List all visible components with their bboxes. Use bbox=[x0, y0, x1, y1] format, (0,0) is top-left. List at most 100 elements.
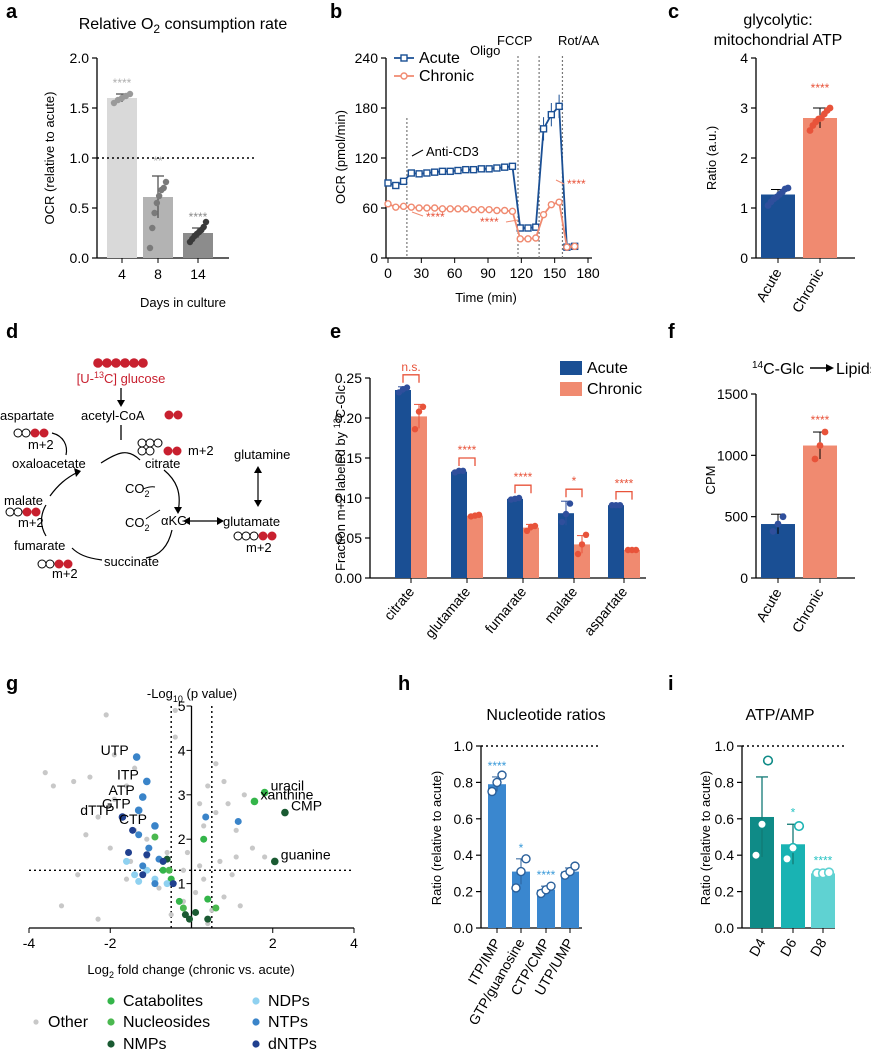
panel-g-point-other bbox=[87, 774, 93, 780]
panel-g-ytick-label: 1 bbox=[178, 876, 186, 892]
panel-g-point-Nucleosides bbox=[179, 904, 187, 912]
panel-f-point bbox=[821, 428, 829, 436]
panel-g-ylabel: -Log10 (p value) bbox=[147, 686, 237, 704]
panel-g-point-other bbox=[42, 770, 48, 776]
panel-b-ytick-label: 180 bbox=[355, 100, 379, 116]
panel-e-point bbox=[415, 408, 423, 415]
panel-g-xtick-label: -2 bbox=[104, 935, 117, 951]
panel-i-ylabel: Ratio (relative to acute) bbox=[698, 771, 713, 905]
panel-g-legend-NTPs: NTPs bbox=[268, 1014, 308, 1031]
panel-e-significance: **** bbox=[458, 443, 477, 457]
panel-h-significance: **** bbox=[537, 868, 556, 882]
panel-g-point-other bbox=[172, 734, 178, 740]
panel-e-bracket bbox=[615, 490, 633, 500]
panel-b-ylabel: OCR (pmol/min) bbox=[333, 110, 348, 204]
panel-b-point-Acute bbox=[555, 102, 563, 111]
panel-g-label-ATP: ATP bbox=[109, 782, 135, 798]
panel-g-point-NMPs bbox=[192, 908, 200, 916]
panel-b-point-Chronic bbox=[384, 200, 392, 208]
panel-b-ytick-label: 60 bbox=[362, 200, 378, 216]
panel-h-point bbox=[492, 777, 502, 788]
panel-h-point bbox=[516, 866, 526, 877]
panel-b-point-Chronic bbox=[563, 243, 571, 251]
panel-g-point-other bbox=[233, 827, 239, 833]
acetyl-coa-label: acetyl-CoA bbox=[81, 408, 145, 423]
panel-g-point-guanine bbox=[270, 857, 279, 866]
panel-a-point bbox=[146, 244, 154, 252]
panel-g-ytick-label: 3 bbox=[178, 787, 186, 803]
panel-e-significance: * bbox=[572, 474, 577, 488]
panel-a-ytick-label: 0.5 bbox=[70, 200, 90, 216]
panel-e-point bbox=[459, 467, 467, 474]
panel-e-legend-label: Chronic bbox=[587, 381, 642, 398]
panel-b-point-Chronic bbox=[532, 234, 540, 242]
panel-h-ytick-label: 0.6 bbox=[454, 811, 474, 827]
panel-g-label-UTP: UTP bbox=[101, 742, 129, 758]
panel-a-significance: **** bbox=[189, 210, 208, 224]
panel-f-chart: 14C-Glc Lipids CPM 0 500 1000 1500 Acute ****… bbox=[703, 360, 871, 635]
glutamate-m2: m+2 bbox=[246, 540, 272, 555]
panel-e-point bbox=[403, 384, 411, 391]
panel-c-point bbox=[826, 104, 834, 112]
panel-e-significance: **** bbox=[615, 477, 634, 491]
panel-g-point-Catabolites bbox=[200, 835, 208, 843]
panel-e-xtick-label: malate bbox=[541, 583, 580, 626]
panel-c-title-line1: glycolytic: bbox=[743, 12, 812, 29]
panel-g-point-other bbox=[213, 809, 219, 816]
panel-i-ytick-label: 0.4 bbox=[715, 847, 735, 863]
panel-h-point bbox=[511, 883, 521, 893]
panel-b-ytick-label: 0 bbox=[370, 250, 378, 266]
panel-a-significance: **** bbox=[113, 76, 132, 90]
panel-g-point-CTP bbox=[151, 822, 159, 830]
panel-g-point-other bbox=[75, 872, 81, 878]
panel-b-point-Acute bbox=[477, 165, 486, 173]
panel-g-point-other bbox=[123, 783, 130, 789]
panel-b-point-Chronic bbox=[438, 205, 447, 213]
panel-e-bracket bbox=[458, 457, 476, 466]
panel-e-point bbox=[562, 510, 570, 518]
panel-b-xtick-label: 180 bbox=[576, 265, 600, 281]
panel-a-significance: ** bbox=[153, 154, 163, 168]
panel-g-point-other bbox=[221, 778, 227, 785]
panel-c-title-line2: mitochondrial ATP bbox=[714, 32, 843, 49]
panel-b-point-Chronic bbox=[423, 204, 431, 212]
panel-c-ytick-label: 1 bbox=[740, 200, 748, 216]
fumarate-m2: m+2 bbox=[52, 566, 78, 581]
panel-e-point bbox=[411, 426, 419, 433]
panel-g-legend-NMPs: NMPs bbox=[123, 1036, 167, 1050]
panel-b-point-Acute bbox=[485, 165, 493, 173]
panel-f-significance: **** bbox=[811, 413, 830, 427]
panel-b-point-Acute bbox=[415, 170, 423, 178]
panel-b-arrow-anticd3 bbox=[411, 149, 424, 157]
panel-b-xlabel: Time (min) bbox=[455, 290, 517, 305]
panel-g-point-NMPs bbox=[181, 911, 189, 919]
panel-a-point bbox=[200, 223, 207, 231]
panel-g-legend-marker bbox=[33, 1019, 39, 1025]
panel-b-legend-marker bbox=[400, 72, 408, 80]
panel-b-xtick-label: 60 bbox=[447, 265, 463, 281]
panel-i-ytick-label: 0.2 bbox=[715, 884, 735, 900]
panel-e-bar-Chronic-citrate bbox=[411, 416, 427, 578]
panel-g-point-NDPs bbox=[131, 871, 139, 879]
panel-g-point-NMPs bbox=[185, 915, 193, 923]
panel-letter-i: i bbox=[668, 673, 674, 695]
panel-i-ytick-label: 0.0 bbox=[715, 920, 735, 936]
panel-g-point-NTPs bbox=[139, 862, 147, 870]
panel-b-point-Acute bbox=[500, 163, 509, 171]
panel-e-point bbox=[616, 502, 624, 509]
panel-g-point-dNTPs bbox=[159, 857, 167, 865]
panel-g-legend-marker bbox=[107, 1018, 115, 1026]
panel-e-legend-swatch bbox=[560, 361, 582, 375]
panel-c-ytick-label: 0 bbox=[740, 250, 748, 266]
panel-e-point bbox=[632, 546, 640, 554]
panel-g-point-dTTP bbox=[118, 813, 127, 821]
panel-d-diagram: [U-13C] glucose acetyl-CoA m+2 citrate a… bbox=[0, 358, 290, 581]
panel-i-xtick-label: D4 bbox=[746, 935, 769, 959]
panel-c-ytick-label: 2 bbox=[740, 150, 748, 166]
panel-g-point-other bbox=[197, 863, 203, 869]
panel-b-point-Acute bbox=[539, 125, 548, 133]
panel-g-point-Catabolites bbox=[159, 866, 167, 874]
panel-g-point-other bbox=[205, 783, 211, 789]
panel-e-point bbox=[419, 403, 427, 410]
panel-a-point bbox=[151, 209, 158, 217]
